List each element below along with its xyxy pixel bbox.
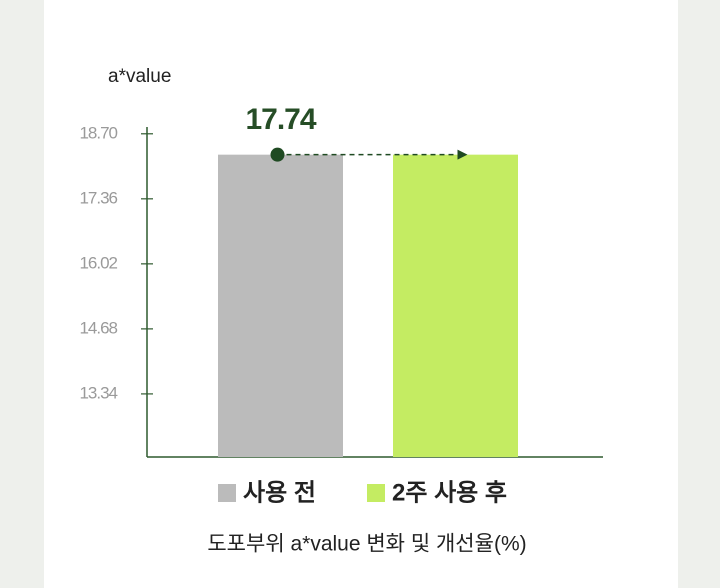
caption: 도포부위 a*value 변화 및 개선율(%) bbox=[207, 533, 526, 556]
y-tick-label: 16.02 bbox=[79, 253, 117, 272]
y-axis-label: a*value bbox=[108, 66, 171, 87]
y-tick-label: 13.34 bbox=[79, 383, 117, 402]
legend-label: 사용 전 bbox=[243, 479, 316, 506]
bar bbox=[393, 154, 518, 458]
annotation: 17.74 bbox=[245, 103, 316, 136]
card bbox=[44, 0, 678, 588]
y-tick-label: 14.68 bbox=[79, 318, 117, 337]
bar bbox=[218, 154, 343, 458]
arrow-dot bbox=[270, 147, 285, 162]
legend-swatch bbox=[218, 484, 236, 502]
legend-swatch bbox=[367, 484, 385, 502]
legend-label: 2주 사용 후 bbox=[392, 479, 507, 506]
y-tick-label: 18.70 bbox=[79, 123, 117, 142]
y-tick-label: 17.36 bbox=[79, 188, 117, 207]
